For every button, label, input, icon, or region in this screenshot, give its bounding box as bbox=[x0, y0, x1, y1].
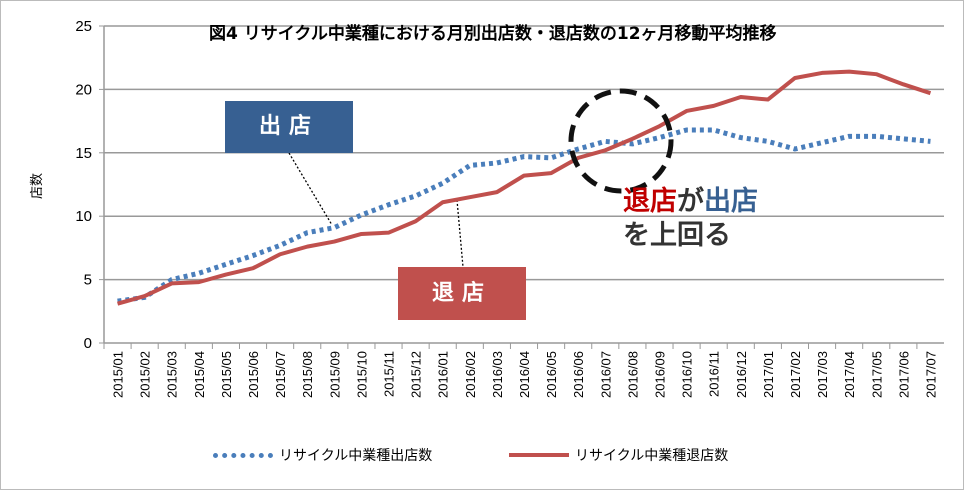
x-tick-label: 2017/02 bbox=[788, 351, 803, 398]
annotation-line2: を上回る bbox=[623, 213, 731, 252]
y-tick-label: 15 bbox=[75, 145, 92, 162]
x-tick-label: 2017/03 bbox=[815, 351, 830, 398]
legend-open-swatch bbox=[213, 453, 273, 458]
y-tick-label: 10 bbox=[75, 208, 92, 225]
x-tick-label: 2017/05 bbox=[869, 351, 884, 398]
legend-close-swatch bbox=[509, 453, 569, 457]
open-leader-line bbox=[289, 153, 332, 225]
x-tick-label: 2016/10 bbox=[680, 351, 695, 398]
x-tick-label: 2015/06 bbox=[246, 351, 261, 398]
x-tick-label: 2015/09 bbox=[327, 351, 342, 398]
legend-close: リサイクル中業種退店数 bbox=[509, 445, 728, 465]
x-tick-label: 2015/03 bbox=[165, 351, 180, 398]
y-axis-label: 店数 bbox=[29, 173, 44, 199]
x-tick-label: 2017/06 bbox=[896, 351, 911, 398]
x-tick-label: 2016/12 bbox=[734, 351, 749, 398]
x-tick-label: 2017/07 bbox=[923, 351, 938, 398]
x-tick-label: 2016/11 bbox=[707, 351, 722, 397]
close-leader-line bbox=[457, 200, 463, 267]
x-tick-label: 2017/01 bbox=[761, 351, 776, 398]
highlight-circle bbox=[571, 91, 671, 191]
chart-title: 図4 リサイクル中業種における月別出店数・退店数の12ヶ月移動平均推移 bbox=[209, 19, 777, 44]
legend-open-label: リサイクル中業種出店数 bbox=[279, 445, 432, 465]
x-tick-label: 2016/03 bbox=[490, 351, 505, 398]
x-tick-label: 2015/07 bbox=[273, 351, 288, 398]
legend-close-label: リサイクル中業種退店数 bbox=[575, 445, 728, 465]
open-label-box: 出店 bbox=[225, 101, 353, 153]
x-tick-label: 2016/05 bbox=[544, 351, 559, 398]
x-tick-label: 2015/12 bbox=[409, 351, 424, 398]
x-tick-label: 2015/01 bbox=[111, 351, 126, 398]
x-tick-label: 2016/07 bbox=[598, 351, 613, 398]
x-tick-label: 2015/04 bbox=[192, 351, 207, 398]
x-tick-label: 2015/10 bbox=[354, 351, 369, 398]
y-tick-label: 25 bbox=[75, 18, 92, 35]
y-tick-label: 0 bbox=[84, 335, 92, 352]
x-tick-label: 2016/06 bbox=[571, 351, 586, 398]
close-label-box: 退店 bbox=[398, 267, 526, 320]
x-tick-label: 2016/01 bbox=[436, 351, 451, 398]
x-tick-label: 2017/04 bbox=[842, 351, 857, 398]
x-tick-label: 2016/04 bbox=[517, 351, 532, 398]
y-tick-label: 5 bbox=[84, 272, 92, 289]
legend-open: リサイクル中業種出店数 bbox=[213, 445, 432, 465]
y-tick-label: 20 bbox=[75, 81, 92, 98]
x-tick-label: 2015/05 bbox=[219, 351, 234, 398]
x-tick-label: 2015/11 bbox=[382, 351, 397, 397]
x-tick-label: 2016/08 bbox=[625, 351, 640, 398]
x-tick-label: 2015/02 bbox=[138, 351, 153, 398]
x-tick-label: 2015/08 bbox=[300, 351, 315, 398]
x-tick-label: 2016/02 bbox=[463, 351, 478, 398]
x-tick-label: 2016/09 bbox=[652, 351, 667, 398]
